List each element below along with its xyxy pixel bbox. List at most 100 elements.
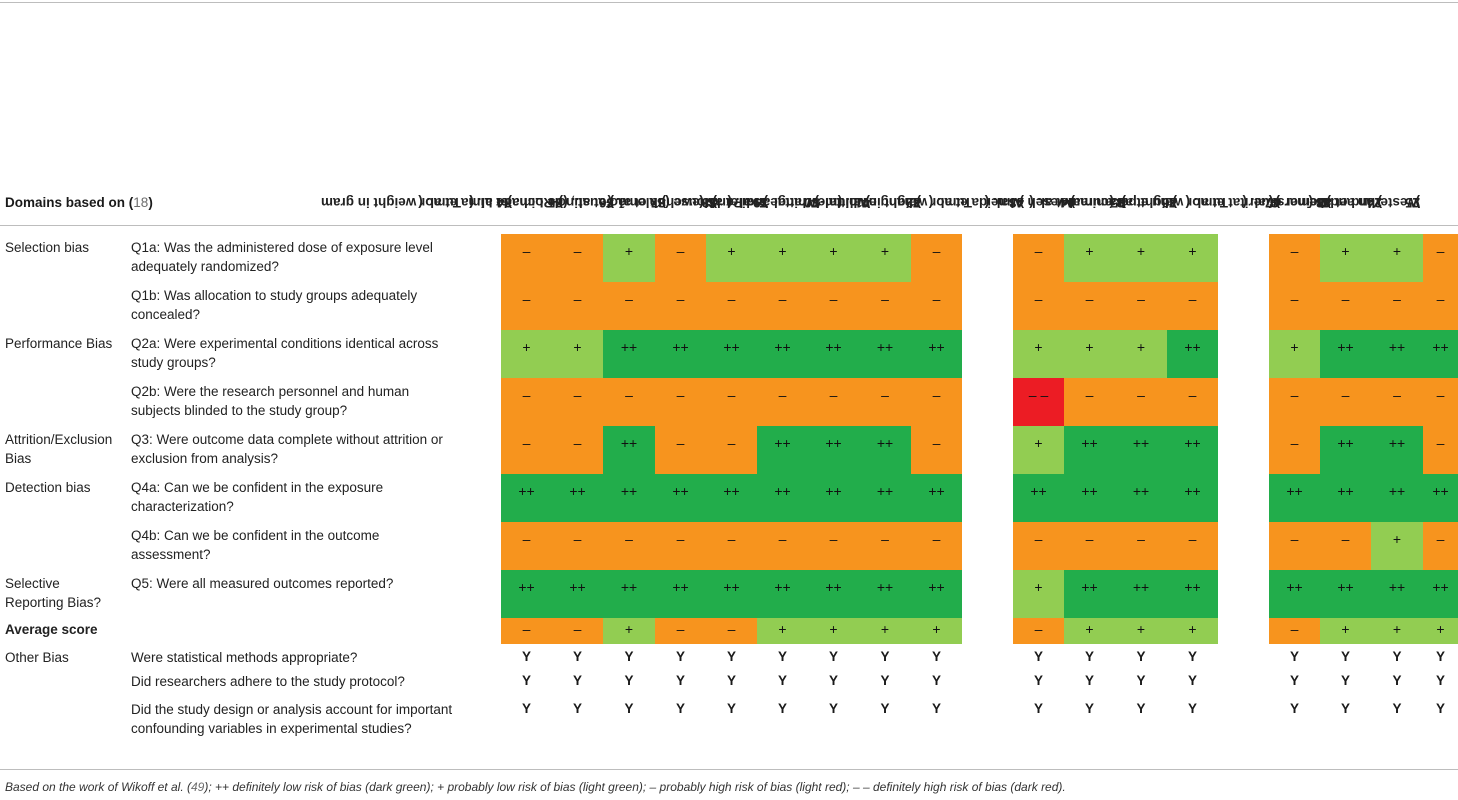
score-cell: ++	[1423, 474, 1458, 522]
score-symbol: ++	[672, 579, 689, 595]
score-cell: –	[1320, 522, 1371, 570]
score-symbol: –	[1188, 387, 1197, 403]
score-symbol: ++	[1337, 435, 1354, 451]
score-symbol: –	[1034, 621, 1043, 637]
yes-answer: Y	[1187, 649, 1197, 664]
score-symbol: –	[1341, 291, 1350, 307]
score-cell: ++	[501, 474, 552, 522]
score-cell: +	[1013, 330, 1064, 378]
score-symbol: –	[932, 531, 941, 547]
score-symbol: –	[778, 387, 787, 403]
score-symbol: –	[881, 387, 889, 403]
score-symbol: ++	[1184, 339, 1201, 355]
question-text: Did researchers adhere to the study prot…	[131, 674, 405, 689]
score-symbol: –	[676, 531, 685, 547]
score-cell: –	[1115, 282, 1167, 330]
score-symbol: –	[676, 621, 685, 637]
score-cell: ++	[706, 474, 757, 522]
score-symbol: –	[1436, 531, 1445, 547]
score-cell: –	[1320, 378, 1371, 426]
score-cell: ++	[603, 570, 655, 618]
score-cell: ++	[1320, 474, 1371, 522]
score-symbol: ++	[825, 579, 842, 595]
score-symbol: ++	[1388, 435, 1406, 451]
score-symbol: –	[829, 291, 838, 307]
question-text: Q5: Were all measured outcomes reported?	[131, 576, 394, 591]
score-cell: –	[552, 426, 603, 474]
score-cell: ++	[1423, 330, 1458, 378]
average-score-label: Average score	[5, 622, 98, 637]
score-symbol: –	[1436, 243, 1445, 259]
yes-answer: Y	[880, 649, 890, 664]
question-text: Q3: Were outcome data complete without a…	[131, 432, 443, 466]
yes-answer: Y	[675, 649, 685, 664]
score-cell: ++	[1167, 474, 1218, 522]
score-cell: –	[552, 618, 603, 644]
yes-answer: Y	[1084, 649, 1094, 664]
score-symbol: +	[1341, 243, 1350, 259]
score-symbol: +	[1034, 435, 1043, 451]
question-text: Did the study design or analysis account…	[131, 702, 453, 736]
score-symbol: –	[1034, 291, 1043, 307]
score-symbol: –	[522, 435, 531, 451]
score-cell: –	[1423, 282, 1458, 330]
score-cell: –	[501, 378, 552, 426]
score-symbol: ++	[1337, 579, 1354, 595]
score-cell: – –	[1013, 378, 1064, 426]
score-cell: ++	[1064, 570, 1115, 618]
score-symbol: ++	[1432, 339, 1449, 355]
score-symbol: ++	[1132, 435, 1150, 451]
score-symbol: ++	[569, 579, 586, 595]
score-symbol: ++	[620, 339, 638, 355]
yes-answer: Y	[1187, 701, 1197, 716]
score-symbol: +	[522, 339, 531, 355]
score-cell: –	[1423, 426, 1458, 474]
score-cell: ++	[859, 426, 911, 474]
score-symbol: –	[727, 531, 736, 547]
score-cell: +	[1115, 234, 1167, 282]
score-cell: +	[808, 618, 859, 644]
score-symbol: ++	[1286, 579, 1303, 595]
score-cell: ++	[603, 426, 655, 474]
score-cell: –	[552, 378, 603, 426]
yes-answer: Y	[624, 649, 634, 664]
score-cell: –	[1371, 378, 1423, 426]
score-symbol: –	[573, 291, 582, 307]
yes-answer: Y	[1084, 701, 1094, 716]
score-cell: –	[501, 522, 552, 570]
score-cell: –	[552, 282, 603, 330]
question-text: Q1b: Was allocation to study groups adeq…	[131, 288, 418, 322]
score-symbol: ++	[1184, 483, 1201, 499]
score-cell: –	[859, 378, 911, 426]
score-symbol: +	[1034, 339, 1043, 355]
score-cell: –	[1167, 522, 1218, 570]
score-cell: –	[655, 378, 706, 426]
score-symbol: +	[829, 621, 838, 637]
score-symbol: ++	[774, 483, 791, 499]
score-symbol: –	[522, 243, 531, 259]
score-cell: ++	[1371, 426, 1423, 474]
yes-answer: Y	[931, 673, 941, 688]
score-symbol: +	[1436, 621, 1445, 637]
score-symbol: ++	[1432, 483, 1449, 499]
score-symbol: ++	[1132, 483, 1150, 499]
score-cell: –	[706, 522, 757, 570]
yes-answer: Y	[828, 701, 838, 716]
score-symbol: –	[1393, 387, 1401, 403]
score-symbol: –	[1290, 243, 1299, 259]
score-symbol: –	[1137, 291, 1145, 307]
score-cell: +	[1013, 570, 1064, 618]
question-text: Q4b: Can we be confident in the outcome …	[131, 528, 380, 562]
yes-answer: Y	[1392, 701, 1402, 716]
yes-answer: Y	[1084, 673, 1094, 688]
score-cell: –	[1013, 618, 1064, 644]
score-cell: +	[1371, 234, 1423, 282]
score-symbol: ++	[1030, 483, 1047, 499]
bottom-rule	[0, 769, 1458, 770]
score-cell: –	[501, 426, 552, 474]
score-cell: –	[1115, 522, 1167, 570]
score-cell: ++	[911, 330, 962, 378]
score-symbol: –	[1290, 387, 1299, 403]
score-symbol: ++	[876, 483, 894, 499]
yes-answer: Y	[572, 649, 582, 664]
